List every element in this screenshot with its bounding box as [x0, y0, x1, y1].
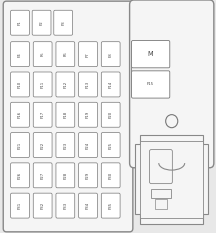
Text: M: M — [148, 51, 154, 57]
Text: F7: F7 — [86, 52, 90, 57]
FancyBboxPatch shape — [3, 1, 133, 232]
Text: F31: F31 — [18, 202, 22, 209]
PathPatch shape — [135, 135, 208, 224]
FancyBboxPatch shape — [101, 133, 120, 158]
FancyBboxPatch shape — [56, 102, 75, 127]
Text: F33: F33 — [63, 202, 67, 209]
FancyBboxPatch shape — [101, 163, 120, 188]
Text: F34: F34 — [86, 202, 90, 209]
Text: F16: F16 — [18, 111, 22, 118]
FancyBboxPatch shape — [130, 0, 214, 168]
Text: F23: F23 — [63, 141, 67, 149]
Text: F28: F28 — [63, 172, 67, 179]
Text: F3: F3 — [61, 20, 65, 25]
FancyBboxPatch shape — [56, 72, 75, 97]
Text: F10: F10 — [18, 81, 22, 88]
Text: F11: F11 — [41, 81, 45, 88]
Bar — [151, 189, 171, 198]
Text: F4: F4 — [18, 52, 22, 57]
FancyBboxPatch shape — [11, 193, 29, 218]
Text: F29: F29 — [86, 172, 90, 179]
Text: F5: F5 — [41, 52, 45, 56]
Bar — [155, 199, 167, 209]
Text: F20: F20 — [109, 111, 113, 118]
FancyBboxPatch shape — [132, 71, 170, 98]
FancyBboxPatch shape — [79, 133, 97, 158]
FancyBboxPatch shape — [33, 42, 52, 67]
Text: F13: F13 — [86, 81, 90, 88]
FancyBboxPatch shape — [56, 42, 75, 67]
Text: F21: F21 — [18, 141, 22, 149]
FancyBboxPatch shape — [11, 102, 29, 127]
Text: F12: F12 — [63, 81, 67, 88]
FancyBboxPatch shape — [101, 193, 120, 218]
FancyBboxPatch shape — [101, 72, 120, 97]
FancyBboxPatch shape — [79, 102, 97, 127]
FancyBboxPatch shape — [33, 133, 52, 158]
Text: F14: F14 — [109, 81, 113, 88]
Text: F25: F25 — [109, 141, 113, 149]
FancyBboxPatch shape — [101, 42, 120, 67]
FancyBboxPatch shape — [79, 193, 97, 218]
Text: F2: F2 — [40, 20, 44, 25]
FancyBboxPatch shape — [79, 72, 97, 97]
Text: F35: F35 — [109, 202, 113, 209]
Text: F32: F32 — [41, 202, 45, 209]
Text: F1: F1 — [18, 20, 22, 25]
Text: F15: F15 — [147, 82, 154, 86]
FancyBboxPatch shape — [56, 163, 75, 188]
FancyBboxPatch shape — [56, 133, 75, 158]
FancyBboxPatch shape — [54, 10, 73, 35]
FancyBboxPatch shape — [33, 193, 52, 218]
FancyBboxPatch shape — [33, 102, 52, 127]
Text: F22: F22 — [41, 141, 45, 149]
FancyBboxPatch shape — [101, 102, 120, 127]
FancyBboxPatch shape — [33, 163, 52, 188]
Text: F24: F24 — [86, 141, 90, 149]
Text: F17: F17 — [41, 111, 45, 118]
FancyBboxPatch shape — [11, 42, 29, 67]
FancyBboxPatch shape — [79, 42, 97, 67]
FancyBboxPatch shape — [11, 10, 29, 35]
FancyBboxPatch shape — [11, 133, 29, 158]
Text: F30: F30 — [109, 172, 113, 179]
FancyBboxPatch shape — [32, 10, 51, 35]
Text: F6: F6 — [63, 52, 67, 56]
FancyBboxPatch shape — [56, 193, 75, 218]
FancyBboxPatch shape — [11, 163, 29, 188]
Bar — [140, 141, 203, 218]
Text: F8: F8 — [109, 52, 113, 57]
FancyBboxPatch shape — [33, 72, 52, 97]
FancyBboxPatch shape — [149, 150, 172, 184]
Text: F18: F18 — [63, 111, 67, 118]
FancyBboxPatch shape — [79, 163, 97, 188]
Text: F19: F19 — [86, 111, 90, 118]
FancyBboxPatch shape — [132, 41, 170, 68]
FancyBboxPatch shape — [11, 72, 29, 97]
Text: F26: F26 — [18, 172, 22, 179]
Text: F27: F27 — [41, 172, 45, 179]
